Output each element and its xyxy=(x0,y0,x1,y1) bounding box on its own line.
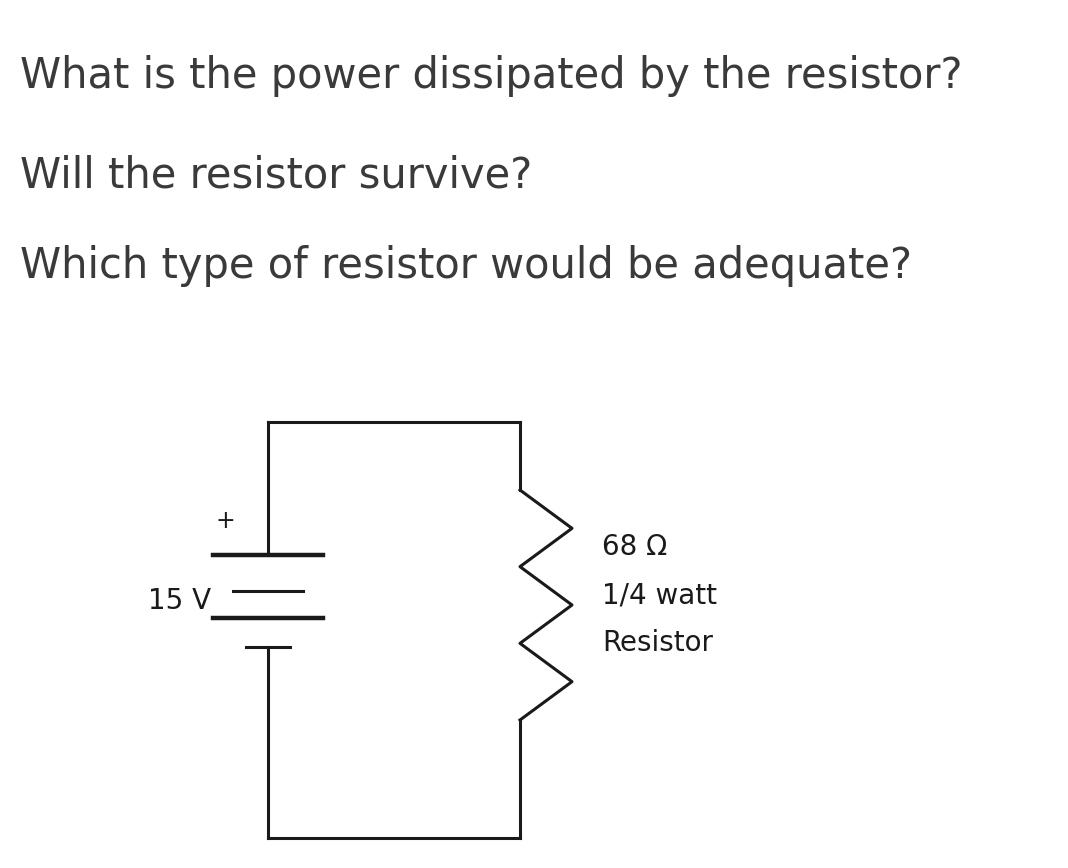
Text: Will the resistor survive?: Will the resistor survive? xyxy=(20,155,532,197)
Text: Resistor: Resistor xyxy=(602,629,713,657)
Text: Which type of resistor would be adequate?: Which type of resistor would be adequate… xyxy=(20,245,912,287)
Text: +: + xyxy=(215,509,235,533)
Text: What is the power dissipated by the resistor?: What is the power dissipated by the resi… xyxy=(20,55,962,97)
Text: 15 V: 15 V xyxy=(148,587,211,615)
Text: 68 Ω: 68 Ω xyxy=(602,533,668,561)
Text: 1/4 watt: 1/4 watt xyxy=(602,581,717,609)
